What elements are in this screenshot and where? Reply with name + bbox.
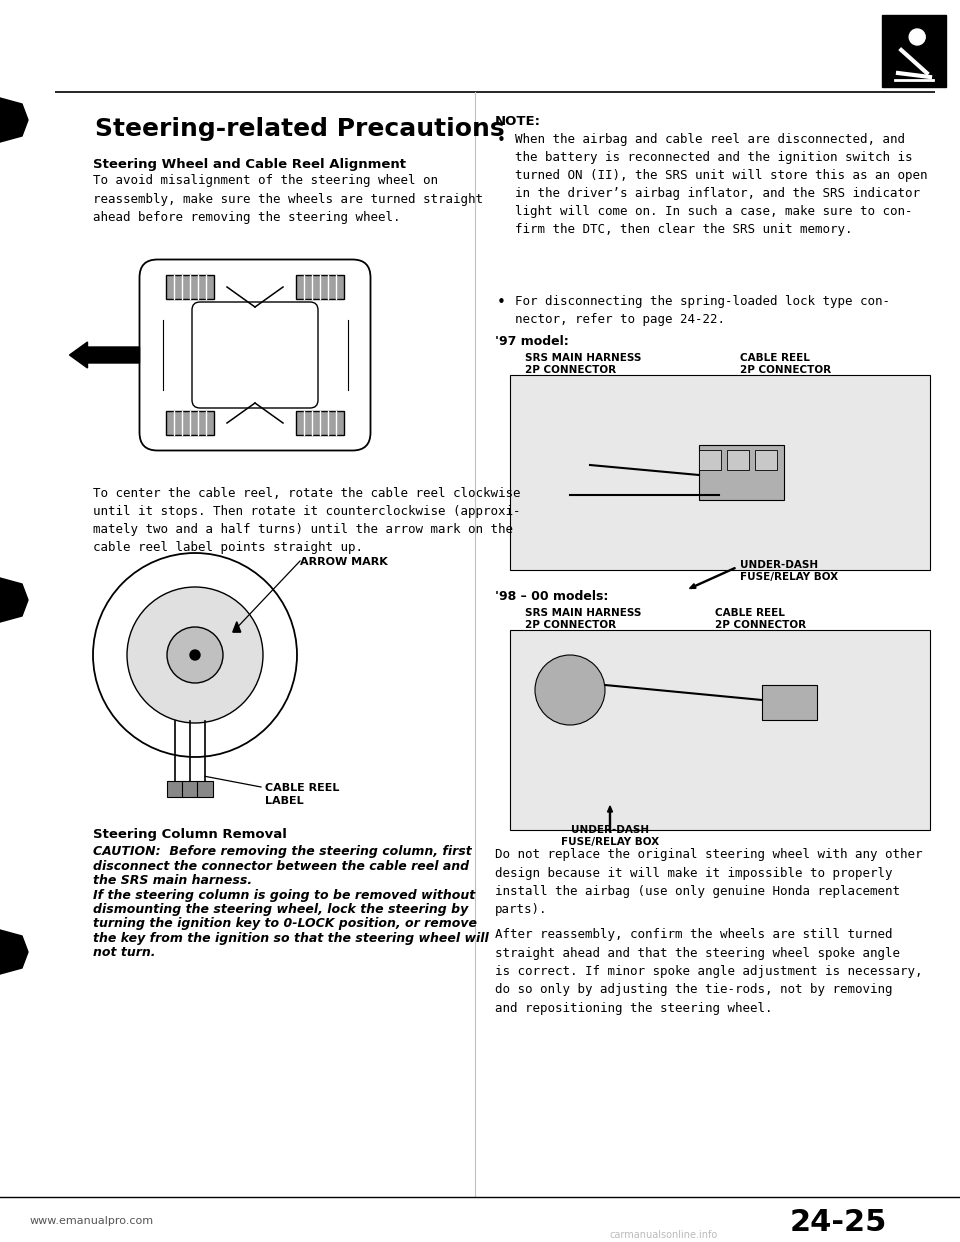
Circle shape <box>190 650 200 660</box>
Text: NOTE:: NOTE: <box>495 116 541 128</box>
Circle shape <box>167 627 223 683</box>
Circle shape <box>909 29 925 45</box>
FancyArrow shape <box>69 342 139 368</box>
Bar <box>296 274 344 299</box>
FancyArrow shape <box>608 806 612 832</box>
Circle shape <box>93 553 297 758</box>
Bar <box>296 411 344 435</box>
Text: www.emanualpro.com: www.emanualpro.com <box>30 1216 155 1226</box>
Text: •: • <box>497 296 506 310</box>
Text: For disconnecting the spring-loaded lock type con-
nector, refer to page 24-22.: For disconnecting the spring-loaded lock… <box>515 296 890 325</box>
Text: carmanualsonline.info: carmanualsonline.info <box>610 1230 718 1240</box>
Circle shape <box>127 587 263 723</box>
Bar <box>166 411 214 435</box>
Text: CABLE REEL
LABEL: CABLE REEL LABEL <box>265 782 340 806</box>
Text: dismounting the steering wheel, lock the steering by: dismounting the steering wheel, lock the… <box>93 903 468 917</box>
Text: After reassembly, confirm the wheels are still turned
straight ahead and that th: After reassembly, confirm the wheels are… <box>495 928 923 1015</box>
Text: the key from the ignition so that the steering wheel will: the key from the ignition so that the st… <box>93 932 489 945</box>
Text: Steering Column Removal: Steering Column Removal <box>93 828 287 841</box>
Text: '98 – 00 models:: '98 – 00 models: <box>495 590 609 604</box>
Text: CABLE REEL
2P CONNECTOR: CABLE REEL 2P CONNECTOR <box>715 609 806 631</box>
Bar <box>882 15 946 87</box>
Text: Steering Wheel and Cable Reel Alignment: Steering Wheel and Cable Reel Alignment <box>93 158 406 171</box>
Text: CAUTION:  Before removing the steering column, first: CAUTION: Before removing the steering co… <box>93 845 471 858</box>
Polygon shape <box>0 930 28 974</box>
Bar <box>182 781 198 797</box>
Text: SRS MAIN HARNESS
2P CONNECTOR: SRS MAIN HARNESS 2P CONNECTOR <box>525 609 641 631</box>
Text: UNDER-DASH
FUSE/RELAY BOX: UNDER-DASH FUSE/RELAY BOX <box>561 825 660 847</box>
Text: If the steering column is going to be removed without: If the steering column is going to be re… <box>93 888 475 902</box>
Text: •: • <box>497 133 506 148</box>
Text: SRS: SRS <box>186 657 204 666</box>
Text: CABLE REEL
2P CONNECTOR: CABLE REEL 2P CONNECTOR <box>740 353 831 375</box>
Bar <box>197 781 213 797</box>
Circle shape <box>535 655 605 725</box>
Bar <box>762 686 817 720</box>
Bar <box>510 375 930 570</box>
Bar <box>166 274 214 299</box>
Bar <box>167 781 183 797</box>
Text: Steering-related Precautions: Steering-related Precautions <box>95 117 505 142</box>
Bar <box>510 630 930 830</box>
Bar <box>699 450 721 469</box>
FancyArrow shape <box>689 568 735 589</box>
Text: SRS MAIN HARNESS
2P CONNECTOR: SRS MAIN HARNESS 2P CONNECTOR <box>525 353 641 375</box>
Text: disconnect the connector between the cable reel and: disconnect the connector between the cab… <box>93 859 469 872</box>
Bar <box>755 450 777 469</box>
Text: not turn.: not turn. <box>93 946 156 960</box>
Text: 24-25: 24-25 <box>790 1208 887 1237</box>
Text: ARROW MARK: ARROW MARK <box>300 556 388 568</box>
Polygon shape <box>232 622 241 632</box>
Text: When the airbag and cable reel are disconnected, and
the battery is reconnected : When the airbag and cable reel are disco… <box>515 133 927 236</box>
Polygon shape <box>0 98 28 142</box>
Text: '97 model:: '97 model: <box>495 335 568 348</box>
FancyBboxPatch shape <box>139 260 371 451</box>
Bar <box>727 450 749 469</box>
Polygon shape <box>0 578 28 622</box>
Text: the SRS main harness.: the SRS main harness. <box>93 874 252 887</box>
Text: Do not replace the original steering wheel with any other
design because it will: Do not replace the original steering whe… <box>495 848 923 917</box>
Text: To center the cable reel, rotate the cable reel clockwise
until it stops. Then r: To center the cable reel, rotate the cab… <box>93 487 520 554</box>
Text: turning the ignition key to 0-LOCK position, or remove: turning the ignition key to 0-LOCK posit… <box>93 918 477 930</box>
Text: UNDER-DASH
FUSE/RELAY BOX: UNDER-DASH FUSE/RELAY BOX <box>740 560 838 582</box>
FancyBboxPatch shape <box>192 302 318 409</box>
Bar <box>699 445 784 501</box>
Text: To avoid misalignment of the steering wheel on
reassembly, make sure the wheels : To avoid misalignment of the steering wh… <box>93 174 483 224</box>
